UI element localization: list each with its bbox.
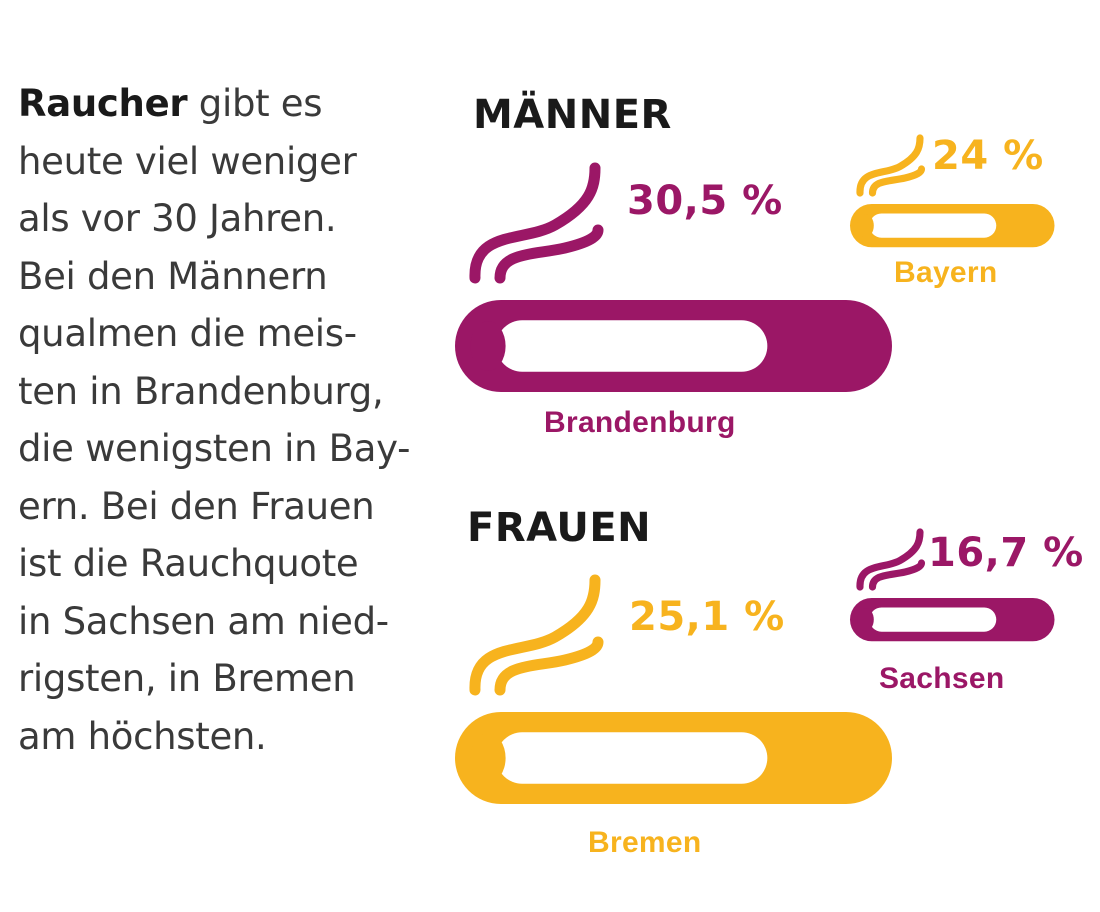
data-label-brandenburg: 30,5 % (627, 178, 783, 224)
smoke-bayern (868, 165, 926, 197)
intro-line: am höchsten. (18, 714, 267, 758)
data-label-bayern: 24 % (932, 133, 1044, 179)
smoke-bremen (494, 636, 604, 696)
ash-brandenburg (470, 321, 506, 371)
chart-title-frauen: FRAUEN (467, 505, 652, 551)
intro-line: ten in Brandenburg, (18, 369, 384, 413)
data-label-bremen: 25,1 % (629, 594, 785, 640)
ash-bayern (857, 213, 874, 238)
intro-line: in Sachsen am nied- (18, 599, 389, 643)
category-label-sachsen: Sachsen (879, 662, 1005, 695)
cigarette-bremen (455, 574, 892, 804)
smoke-sachsen (868, 559, 926, 591)
smoke-brandenburg (494, 224, 604, 284)
intro-first-line-rest: gibt es (187, 82, 323, 125)
chart-group-m-nner (455, 134, 1055, 392)
intro-line: als vor 30 Jahren. (18, 197, 337, 240)
category-label-bayern: Bayern (894, 256, 998, 289)
intro-line: heute viel weniger (18, 139, 357, 183)
intro-line: die wenigsten in Bay- (18, 427, 411, 470)
intro-line: qualmen die meis- (18, 312, 357, 355)
intro-line: ern. Bei den Frauen (18, 484, 375, 528)
ash-sachsen (857, 607, 874, 632)
intro-first-line: Raucher gibt es (18, 75, 448, 133)
ash-bremen (470, 733, 506, 783)
intro-line: Bei den Männern (18, 254, 328, 298)
intro-line: ist die Rauchquote (18, 542, 359, 585)
paper-sachsen (869, 607, 997, 632)
paper-bayern (869, 213, 997, 238)
smoke-bayern (856, 134, 924, 197)
cigarette-bayern (850, 134, 1055, 248)
chart-group-frauen (455, 528, 1055, 804)
smoke-brandenburg (469, 162, 601, 284)
cigarette-brandenburg (455, 162, 892, 392)
category-label-brandenburg: Brandenburg (544, 406, 736, 439)
cigarette-sachsen (850, 528, 1055, 642)
smoke-sachsen (856, 528, 924, 591)
chart-title-maenner: MÄNNER (473, 92, 672, 138)
intro-lead-word: Raucher (18, 82, 188, 125)
smoke-bremen (469, 574, 601, 696)
data-label-sachsen: 16,7 % (928, 530, 1084, 576)
intro-line: rigsten, in Bremen (18, 657, 356, 700)
paper-bremen (496, 732, 768, 784)
intro-text: Raucher gibt es heute viel weniger als v… (18, 75, 448, 765)
category-label-bremen: Bremen (588, 826, 702, 859)
paper-brandenburg (496, 320, 768, 372)
